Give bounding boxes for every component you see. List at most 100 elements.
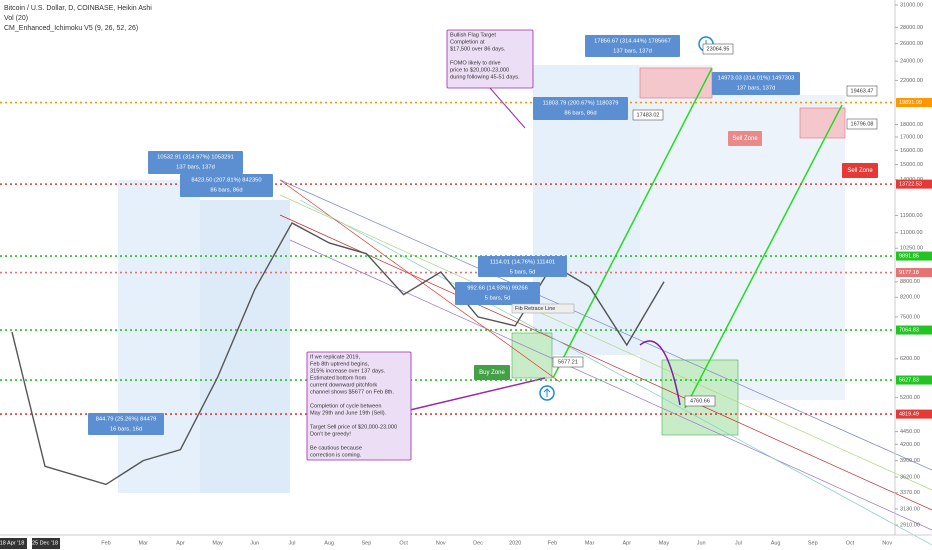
annotation-text: If we replicate 2019, xyxy=(310,354,361,360)
price-label: 5677.21 xyxy=(558,359,578,365)
price-label: 23064.95 xyxy=(707,46,730,52)
range-box xyxy=(118,180,200,493)
indicator: Vol (20) xyxy=(4,15,28,22)
note-pointer xyxy=(489,87,526,129)
fib-label-box xyxy=(511,303,575,314)
x-tick-label: May xyxy=(659,540,670,546)
level-tag xyxy=(896,179,932,189)
range-box xyxy=(200,200,290,493)
annotation-text: Completion at xyxy=(450,39,485,45)
level-tag xyxy=(896,251,932,261)
zone-label: Buy Zone xyxy=(479,370,505,376)
level-tag xyxy=(896,375,932,385)
annotation-text: FOMO likely to drive xyxy=(450,60,501,66)
price-label-box xyxy=(632,109,664,121)
x-tick-label: Feb xyxy=(548,540,557,546)
x-tick-label: Mar xyxy=(138,540,148,546)
pitchfork-line xyxy=(299,199,932,546)
y-tick-label: 2910.00 xyxy=(900,522,920,528)
level-label: 19891.99 xyxy=(899,100,922,106)
zone-label: Sell Zone xyxy=(732,136,758,142)
x-tick-label: Feb xyxy=(101,540,110,546)
level-tag xyxy=(896,98,932,108)
y-tick-label: 5200.00 xyxy=(900,395,920,401)
y-tick-label: 4450.00 xyxy=(900,429,920,435)
indicator: CM_Enhanced_Ichimoku V5 (9, 26, 52, 26) xyxy=(4,25,138,32)
measure-text: 137 bars, 137d xyxy=(613,49,652,55)
annotation-text: Feb 8th uptrend begins, xyxy=(310,361,370,367)
level-label: 7064.83 xyxy=(899,327,919,333)
y-tick-label: 16000.00 xyxy=(900,148,923,154)
level-label: 13722.53 xyxy=(899,182,922,188)
annotation-text: $17,500 over 86 days. xyxy=(450,46,506,52)
chart-title: Bitcoin / U.S. Dollar, D, COINBASE, Heik… xyxy=(4,5,152,12)
annotation-text: Estimated bottom from xyxy=(310,375,367,381)
measure-text: 11803.79 (200.67%) 1180379 xyxy=(543,101,619,107)
annotation-text: during following 45-51 days. xyxy=(450,74,520,80)
x-tick-label: May xyxy=(212,540,223,546)
up-icon xyxy=(543,388,551,397)
x-tick-label: 25 Dec '18 xyxy=(32,540,58,546)
x-tick-label: Nov xyxy=(436,540,446,546)
zone-label-box xyxy=(842,163,878,178)
price-label: 17483.02 xyxy=(637,112,660,118)
y-tick-label: 3620.00 xyxy=(900,474,920,480)
measure-text: 137 bars, 137d xyxy=(737,86,776,92)
price-label-box xyxy=(684,395,716,407)
measure-text: 8423.50 (207.81%) 842350 xyxy=(191,178,261,184)
y-tick-label: 17000.00 xyxy=(900,135,923,141)
note-pointer xyxy=(409,377,546,411)
x-tick-label: Sep xyxy=(362,540,372,546)
y-tick-label: 3900.00 xyxy=(900,458,920,464)
level-tag xyxy=(896,325,932,335)
measure-box xyxy=(180,174,273,197)
y-tick-label: 3130.00 xyxy=(900,506,920,512)
date-tag xyxy=(32,538,60,549)
measure-box xyxy=(478,256,567,277)
annotation-box xyxy=(446,29,534,89)
y-tick-label: 11000.00 xyxy=(900,230,923,236)
annotation-text: current downward pitchfork xyxy=(310,382,377,388)
measure-text: 86 bars, 86d xyxy=(564,111,596,117)
arrow xyxy=(552,67,713,379)
zone-label: Sell Zone xyxy=(847,168,873,174)
x-tick-label: Jun xyxy=(697,540,706,546)
pitchfork-line xyxy=(279,179,932,471)
x-tick-label: Apr xyxy=(176,540,185,546)
measure-box xyxy=(455,282,540,305)
x-tick-label: Jul xyxy=(288,540,295,546)
x-tick-label: Aug xyxy=(324,540,334,546)
zone-label-box xyxy=(474,365,510,380)
x-tick-label: Aug xyxy=(771,540,781,546)
price-label-box xyxy=(702,43,734,55)
level-label: 4819.49 xyxy=(899,412,919,418)
price-label-box xyxy=(846,85,878,97)
measure-box xyxy=(533,97,628,120)
annotation-text: channel shows $5677 on Feb 8th. xyxy=(310,389,394,395)
y-tick-label: 26000.00 xyxy=(900,41,923,47)
arrow xyxy=(684,104,843,409)
x-tick-label: Oct xyxy=(846,540,855,546)
level-label: 9891.85 xyxy=(899,254,919,260)
sell-zone-box xyxy=(639,67,713,99)
measure-text: 5 bars, 5d xyxy=(485,296,511,302)
zone-label-box xyxy=(728,131,762,146)
measure-text: 10532.91 (314.97%) 1053291 xyxy=(157,155,234,161)
x-tick-label: Jul xyxy=(735,540,742,546)
y-tick-label: 11900.00 xyxy=(900,213,923,219)
x-tick-label: Jun xyxy=(250,540,259,546)
y-tick-label: 28000.00 xyxy=(900,25,923,31)
x-tick-label: 2020 xyxy=(509,540,521,546)
level-tag xyxy=(896,409,932,419)
x-tick-label: Sep xyxy=(808,540,818,546)
annotation-text: Target Sell price of $20,000-23,000 xyxy=(310,424,397,430)
measure-text: 14973.03 (314.01%) 1497303 xyxy=(718,76,795,82)
annotation-text: Bullish Flag Target xyxy=(450,32,496,38)
y-tick-label: 31000.00 xyxy=(900,2,923,8)
measure-text: 86 bars, 86d xyxy=(210,188,242,194)
annotation-text: price to $20,000-23,000 xyxy=(450,67,509,73)
y-tick-label: 15000.00 xyxy=(900,162,923,168)
annotation-text: May 29th and June 19th (Sell). xyxy=(310,410,387,416)
measure-text: 5 bars, 5d xyxy=(510,270,536,276)
x-tick-label: 18 Apr '18 xyxy=(0,540,24,546)
